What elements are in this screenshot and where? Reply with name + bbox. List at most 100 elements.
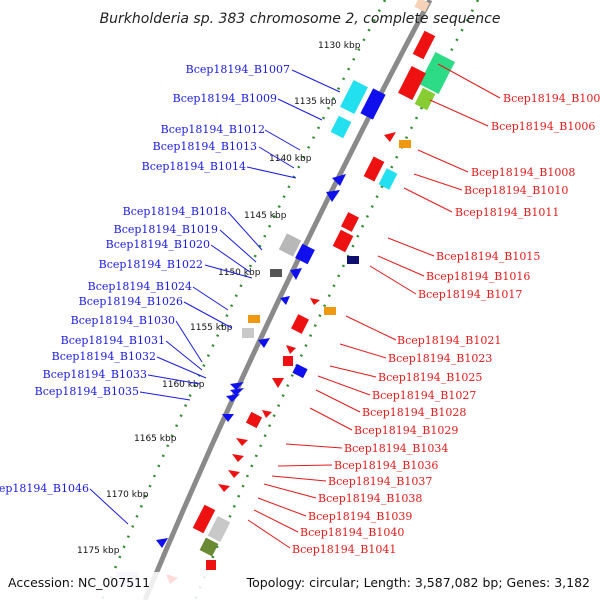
gene-block-olive [414,87,436,111]
gene-label[interactable]: Bcep18194_B1005 [503,92,600,105]
kbp-label: 1130 kbp [318,41,361,51]
gene-label[interactable]: Bcep18194_B1041 [292,543,396,556]
gene-block-cyan [330,115,352,139]
left-leader-lines [89,69,341,525]
gene-block-blue [292,363,308,379]
kbp-scale: 1130 kbp 1135 kbp 1140 kbp 1145 kbp 1150… [77,41,361,556]
gene-label[interactable]: Bcep18194_B1038 [318,492,422,505]
gene-label[interactable]: Bcep18194_B1033 [43,368,147,381]
gene-arrow-blue [326,190,340,202]
gene-arrow-red [384,132,396,142]
gene-label[interactable]: Bcep18194_B1015 [436,250,540,263]
gene-label[interactable]: Bcep18194_B1024 [88,280,192,293]
chromosome-backbone [142,0,433,600]
gene-arrow-blue [226,394,240,402]
gene-block-red [192,504,216,534]
gene-label[interactable]: Bcep18194_B1028 [362,406,466,419]
gene-label[interactable]: Bcep18194_B1034 [344,442,448,455]
gene-arrow-blue [280,296,290,305]
gene-block-navy [347,256,359,264]
gene-label[interactable]: Bcep18194_B1013 [153,140,257,153]
left-gene-labels: Bcep18194_B1007 Bcep18194_B1009 Bcep1819… [0,63,290,495]
gene-arrow-blue [222,414,234,422]
gene-label[interactable]: Bcep18194_B1011 [455,206,559,219]
gene-label[interactable]: Bcep18194_B1030 [71,314,175,327]
gene-arrow-red [272,378,284,388]
map-title: Burkholderia sp. 383 chromosome 2, compl… [100,11,501,27]
gene-label[interactable]: Bcep18194_B1022 [99,258,203,271]
gene-arrow-blue [290,268,302,280]
gene-label[interactable]: Bcep18194_B1025 [378,371,482,384]
gene-block-gray [242,328,254,338]
gene-label[interactable]: Bcep18194_B1017 [418,288,522,301]
gene-arrow-red [262,410,272,418]
topology-info-text: Topology: circular; Length: 3,587,082 bp… [246,575,590,590]
gene-label[interactable]: Bcep18194_B1020 [106,238,210,251]
accession-text: Accession: NC_007511 [8,575,150,590]
kbp-label: 1175 kbp [77,546,120,556]
gene-block-orange [324,307,336,315]
gene-block-darkgray [270,269,282,277]
gene-arrow-red [228,470,240,478]
kbp-label: 1155 kbp [190,323,233,333]
gene-arrow-blue [230,382,244,390]
gene-label[interactable]: Bcep18194_B1032 [52,350,156,363]
gene-block-red [398,66,426,100]
gene-arrow-blue [156,538,168,548]
gene-block-cyan [378,168,398,190]
gene-block-red [332,229,354,253]
gene-label[interactable]: Bcep18194_B1006 [491,120,595,133]
gene-block-peach [414,0,430,13]
gene-label[interactable]: Bcep18194_B1014 [142,160,246,173]
gene-block-red [341,212,359,232]
gene-label[interactable]: Bcep18194_B1018 [123,205,227,218]
gene-block-red [206,560,216,570]
gene-arrow-blue [258,338,270,348]
gene-block-red [291,314,309,334]
gene-block-red [283,356,293,366]
gene-label[interactable]: Bcep18194_B1039 [308,510,412,523]
gene-label[interactable]: Bcep18194_B1016 [426,270,530,283]
gene-label[interactable]: Bcep18194_B1036 [334,459,438,472]
gene-label[interactable]: Bcep18194_B1019 [114,223,218,236]
gene-label[interactable]: Bcep18194_B1012 [161,123,265,136]
gene-label[interactable]: Bcep18194_B1008 [471,166,575,179]
gene-block-red [363,156,385,182]
gene-block-orange [399,140,411,148]
kbp-label: 1165 kbp [134,434,177,444]
right-leader-lines [247,63,501,549]
gene-arrow-red [232,454,244,462]
gene-arrow-red [286,345,296,354]
gene-label[interactable]: Bcep18194_B1009 [173,92,277,105]
gene-label[interactable]: Bcep18194_B1040 [300,526,404,539]
gene-arrow-red [236,438,248,446]
kbp-label: 1160 kbp [162,380,205,390]
gene-arrow-blue [332,174,346,186]
gene-block-blue [360,88,386,120]
gene-label[interactable]: Bcep18194_B1010 [464,184,568,197]
kbp-label: 1145 kbp [244,211,287,221]
gene-arrow-blue [230,388,244,396]
gene-label[interactable]: Bcep18194_B1035 [35,385,139,398]
gene-label[interactable]: Bcep18194_B1007 [186,63,290,76]
gene-label[interactable]: Bcep18194_B1023 [388,352,492,365]
gene-block-blue [295,243,315,265]
gene-label[interactable]: Bcep18194_B1027 [372,389,476,402]
gene-label[interactable]: Bcep18194_B1029 [354,424,458,437]
kbp-label: 1150 kbp [218,268,261,278]
gene-block-orange [248,315,260,323]
gene-block-olive [199,537,219,557]
gene-arrow-red [310,298,320,305]
gene-block-gray [278,233,302,257]
gene-label[interactable]: Bcep18194_B1026 [79,295,183,308]
gene-label[interactable]: Bcep18194_B1046 [0,482,89,495]
gene-label[interactable]: Bcep18194_B1031 [61,334,165,347]
gene-block-red [245,411,263,429]
gene-arrow-red [218,484,230,492]
gene-label[interactable]: Bcep18194_B1021 [397,334,501,347]
gene-label[interactable]: Bcep18194_B1037 [328,475,432,488]
right-gene-labels: Bcep18194_B1005 Bcep18194_B1006 Bcep1819… [292,92,600,556]
kbp-label: 1140 kbp [269,154,312,164]
